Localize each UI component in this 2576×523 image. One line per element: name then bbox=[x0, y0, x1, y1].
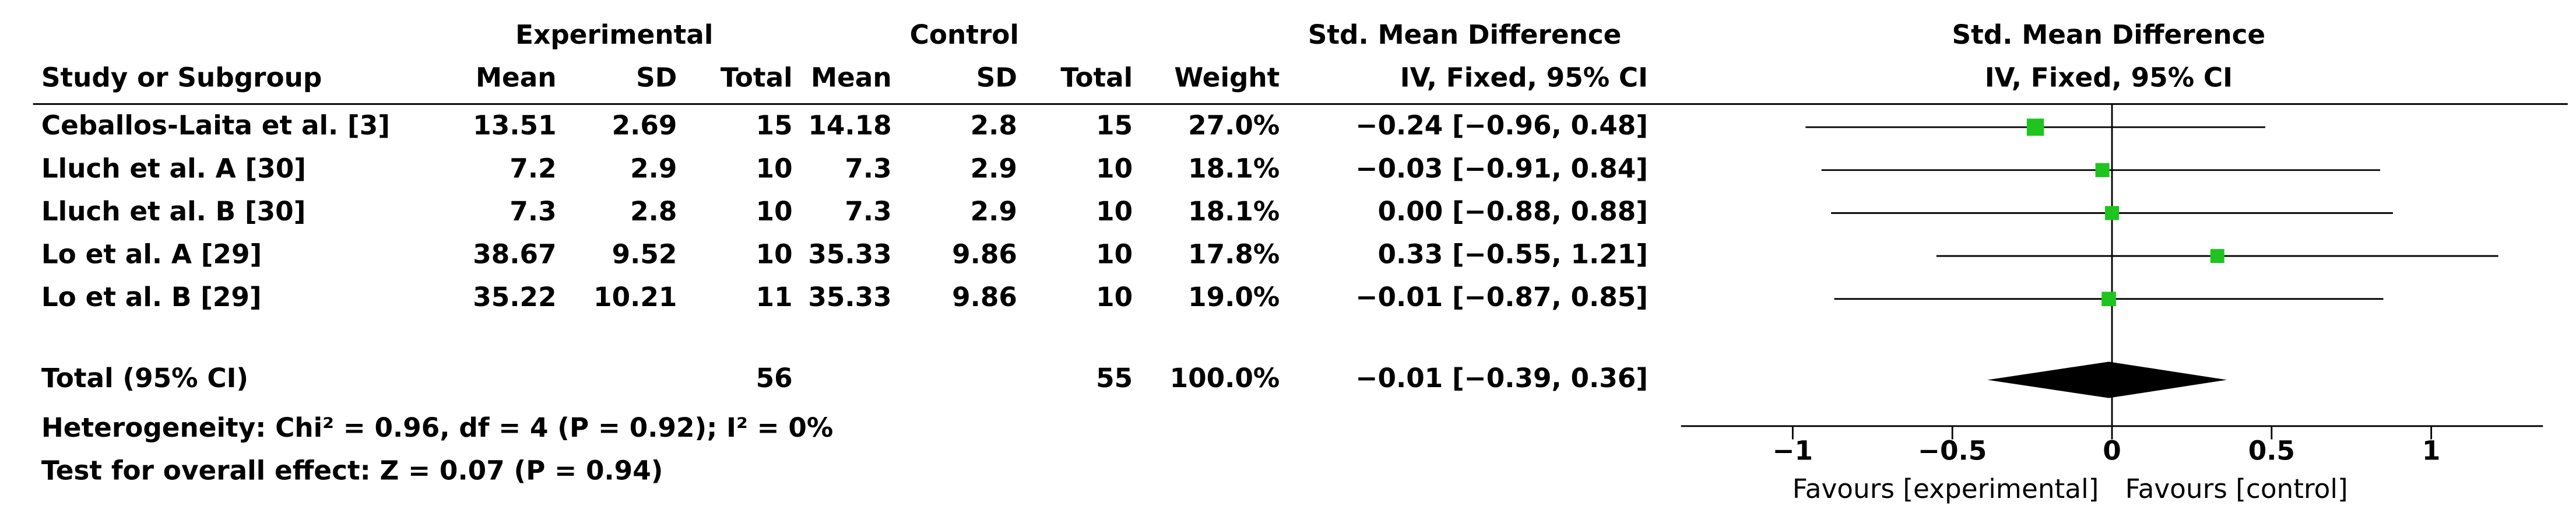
table-cell: 7.3 bbox=[845, 196, 891, 227]
table-cell: 2.8 bbox=[971, 110, 1017, 141]
table-cell: 35.22 bbox=[473, 282, 556, 313]
column-header: IV, Fixed, 95% CI bbox=[1400, 62, 1648, 93]
effect-marker bbox=[2210, 249, 2224, 264]
table-cell: 10.21 bbox=[593, 282, 677, 313]
table-cell: 35.33 bbox=[808, 239, 891, 270]
effect-marker bbox=[2101, 292, 2116, 307]
pooled-diamond bbox=[1987, 361, 2227, 398]
column-header: SD bbox=[636, 62, 677, 93]
table-cell: 0.00 [−0.88, 0.88] bbox=[1377, 196, 1648, 227]
column-header: SD bbox=[976, 62, 1017, 93]
table-cell: Lo et al. B [29] bbox=[41, 282, 262, 313]
table-cell: −0.03 [−0.91, 0.84] bbox=[1356, 153, 1649, 184]
table-cell: 2.69 bbox=[612, 110, 677, 141]
x-tick-label: 0 bbox=[2103, 436, 2121, 466]
table-cell: 2.8 bbox=[630, 196, 677, 227]
table-cell: 2.9 bbox=[630, 153, 677, 184]
column-header: Mean bbox=[476, 62, 557, 93]
table-cell: −0.24 [−0.96, 0.48] bbox=[1356, 110, 1649, 141]
table-cell: Ceballos-Laita et al. [3] bbox=[41, 110, 390, 141]
table-cell: 14.18 bbox=[808, 110, 891, 141]
table-cell: 2.9 bbox=[971, 196, 1017, 227]
x-tick-label: −0.5 bbox=[1918, 436, 1987, 466]
table-cell: Lo et al. A [29] bbox=[41, 239, 262, 270]
table-cell: 9.86 bbox=[952, 282, 1017, 313]
table-cell: 10 bbox=[756, 196, 793, 227]
table-cell: 27.0% bbox=[1188, 110, 1280, 141]
x-tick-label: 0.5 bbox=[2248, 436, 2295, 466]
group-header: Std. Mean Difference bbox=[1952, 19, 2266, 50]
table-cell: 7.3 bbox=[845, 153, 891, 184]
table-cell: 13.51 bbox=[473, 110, 556, 141]
table-cell: 0.33 [−0.55, 1.21] bbox=[1377, 239, 1648, 270]
column-header: Weight bbox=[1174, 62, 1280, 93]
table-cell: 19.0% bbox=[1188, 282, 1280, 313]
total-cell: 100.0% bbox=[1170, 363, 1280, 394]
table-cell: 9.86 bbox=[952, 239, 1017, 270]
effect-marker bbox=[2095, 163, 2110, 177]
table-cell: 9.52 bbox=[612, 239, 677, 270]
effect-marker bbox=[2026, 118, 2044, 136]
x-label-right: Favours [control] bbox=[2125, 473, 2348, 504]
table-cell: Lluch et al. A [30] bbox=[41, 153, 306, 184]
table-cell: 15 bbox=[756, 110, 793, 141]
table-cell: 18.1% bbox=[1188, 153, 1280, 184]
table-cell: 11 bbox=[756, 282, 793, 313]
table-cell: 18.1% bbox=[1188, 196, 1280, 227]
table-cell: 10 bbox=[756, 239, 793, 270]
column-header: Total bbox=[721, 62, 793, 93]
table-cell: 15 bbox=[1096, 110, 1133, 141]
overall-effect: Test for overall effect: Z = 0.07 (P = 0… bbox=[41, 455, 663, 486]
effect-marker bbox=[2104, 206, 2120, 220]
x-label-left: Favours [experimental] bbox=[1793, 473, 2099, 504]
x-tick-label: −1 bbox=[1773, 436, 1814, 466]
table-cell: 10 bbox=[1096, 282, 1133, 313]
column-header: Mean bbox=[811, 62, 892, 93]
heterogeneity: Heterogeneity: Chi² = 0.96, df = 4 (P = … bbox=[41, 412, 833, 443]
column-header: Study or Subgroup bbox=[41, 62, 322, 93]
table-cell: 38.67 bbox=[473, 239, 556, 270]
total-cell: 55 bbox=[1096, 363, 1133, 394]
table-cell: 35.33 bbox=[808, 282, 891, 313]
group-header: Control bbox=[910, 19, 1019, 50]
table-cell: 10 bbox=[1096, 196, 1133, 227]
total-cell: −0.01 [−0.39, 0.36] bbox=[1356, 363, 1649, 394]
total-cell: 56 bbox=[756, 363, 793, 394]
table-cell: 17.8% bbox=[1188, 239, 1280, 270]
table-cell: 7.3 bbox=[509, 196, 556, 227]
column-header: Total bbox=[1060, 62, 1133, 93]
table-cell: 2.9 bbox=[971, 153, 1017, 184]
table-cell: 10 bbox=[1096, 153, 1133, 184]
x-tick-label: 1 bbox=[2422, 436, 2441, 466]
table-cell: 10 bbox=[756, 153, 793, 184]
total-cell: Total (95% CI) bbox=[41, 363, 248, 394]
table-cell: 7.2 bbox=[509, 153, 556, 184]
table-cell: Lluch et al. B [30] bbox=[41, 196, 306, 227]
group-header: Std. Mean Difference bbox=[1308, 19, 1622, 50]
group-header: Experimental bbox=[515, 19, 713, 50]
table-cell: −0.01 [−0.87, 0.85] bbox=[1356, 282, 1649, 313]
table-cell: 10 bbox=[1096, 239, 1133, 270]
column-header: IV, Fixed, 95% CI bbox=[1985, 62, 2233, 93]
